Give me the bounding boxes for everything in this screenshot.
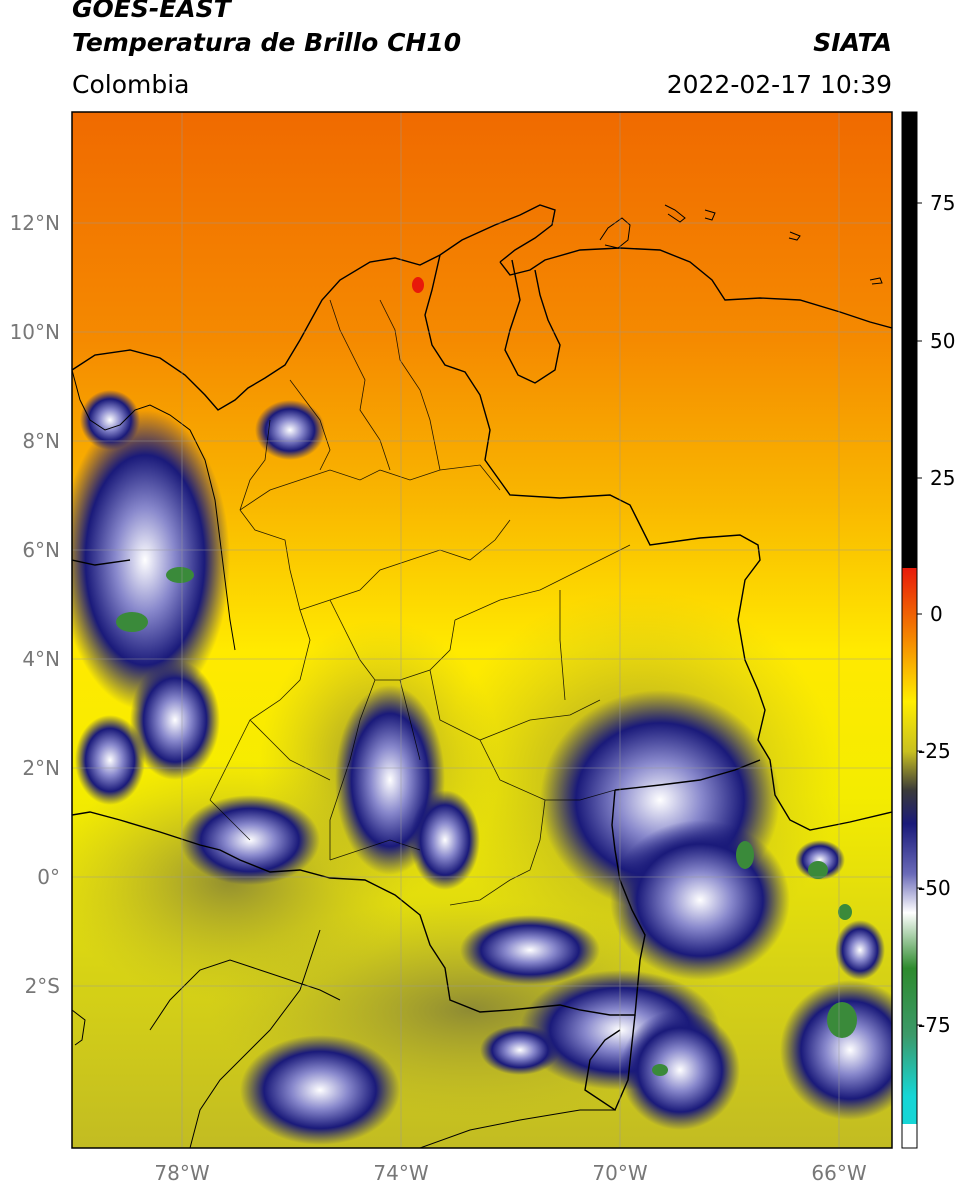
colorbar-tick-label: 0 bbox=[930, 602, 943, 626]
colorbar-tick-label: 50 bbox=[930, 329, 955, 353]
country-borders bbox=[72, 204, 892, 1112]
gridlines bbox=[72, 112, 892, 1148]
coldest-spots bbox=[116, 567, 857, 1076]
region-label: Colombia bbox=[72, 70, 190, 99]
lat-label: 2°S bbox=[25, 974, 60, 998]
cold-cloud-tops bbox=[72, 390, 892, 1145]
satellite-title: GOES-EAST bbox=[72, 0, 231, 23]
map-frame bbox=[71, 111, 893, 1149]
latitude-labels: 12°N 10°N 8°N 6°N 4°N 2°N 0° 2°S bbox=[10, 211, 60, 998]
agency-label: SIATA bbox=[813, 28, 892, 57]
hot-spot bbox=[412, 277, 424, 293]
lat-label: 6°N bbox=[22, 538, 60, 562]
colorbar-bottom-segment bbox=[902, 1124, 917, 1148]
colorbar-tick-label: -25 bbox=[918, 739, 951, 763]
lat-label: 0° bbox=[37, 865, 60, 889]
lon-label: 70°W bbox=[592, 1161, 647, 1185]
colorbar-frame bbox=[901, 111, 918, 1149]
longitude-labels: 78°W 74°W 70°W 66°W bbox=[154, 1161, 866, 1185]
colorbar-tick-label: -50 bbox=[918, 876, 951, 900]
lon-label: 74°W bbox=[373, 1161, 428, 1185]
colorbar: 75 50 25 0 -25 -50 -75 bbox=[901, 111, 955, 1149]
lat-label: 8°N bbox=[22, 429, 60, 453]
colorbar-tick-label: 25 bbox=[930, 466, 955, 490]
product-title: Temperatura de Brillo CH10 bbox=[72, 28, 462, 57]
colorbar-gradient bbox=[902, 568, 917, 1124]
lon-label: 78°W bbox=[154, 1161, 209, 1185]
coastlines bbox=[72, 204, 883, 1148]
lat-label: 2°N bbox=[22, 756, 60, 780]
lat-label: 12°N bbox=[10, 211, 60, 235]
colorbar-tick-label: -75 bbox=[918, 1013, 951, 1037]
department-borders bbox=[209, 299, 631, 906]
lat-label: 4°N bbox=[22, 647, 60, 671]
colorbar-hot-segment bbox=[902, 112, 917, 568]
map-area bbox=[72, 112, 892, 1148]
colorbar-tick-label: 75 bbox=[930, 191, 955, 215]
lat-label: 10°N bbox=[10, 320, 60, 344]
datetime-label: 2022-02-17 10:39 bbox=[666, 70, 892, 99]
lon-label: 66°W bbox=[811, 1161, 866, 1185]
